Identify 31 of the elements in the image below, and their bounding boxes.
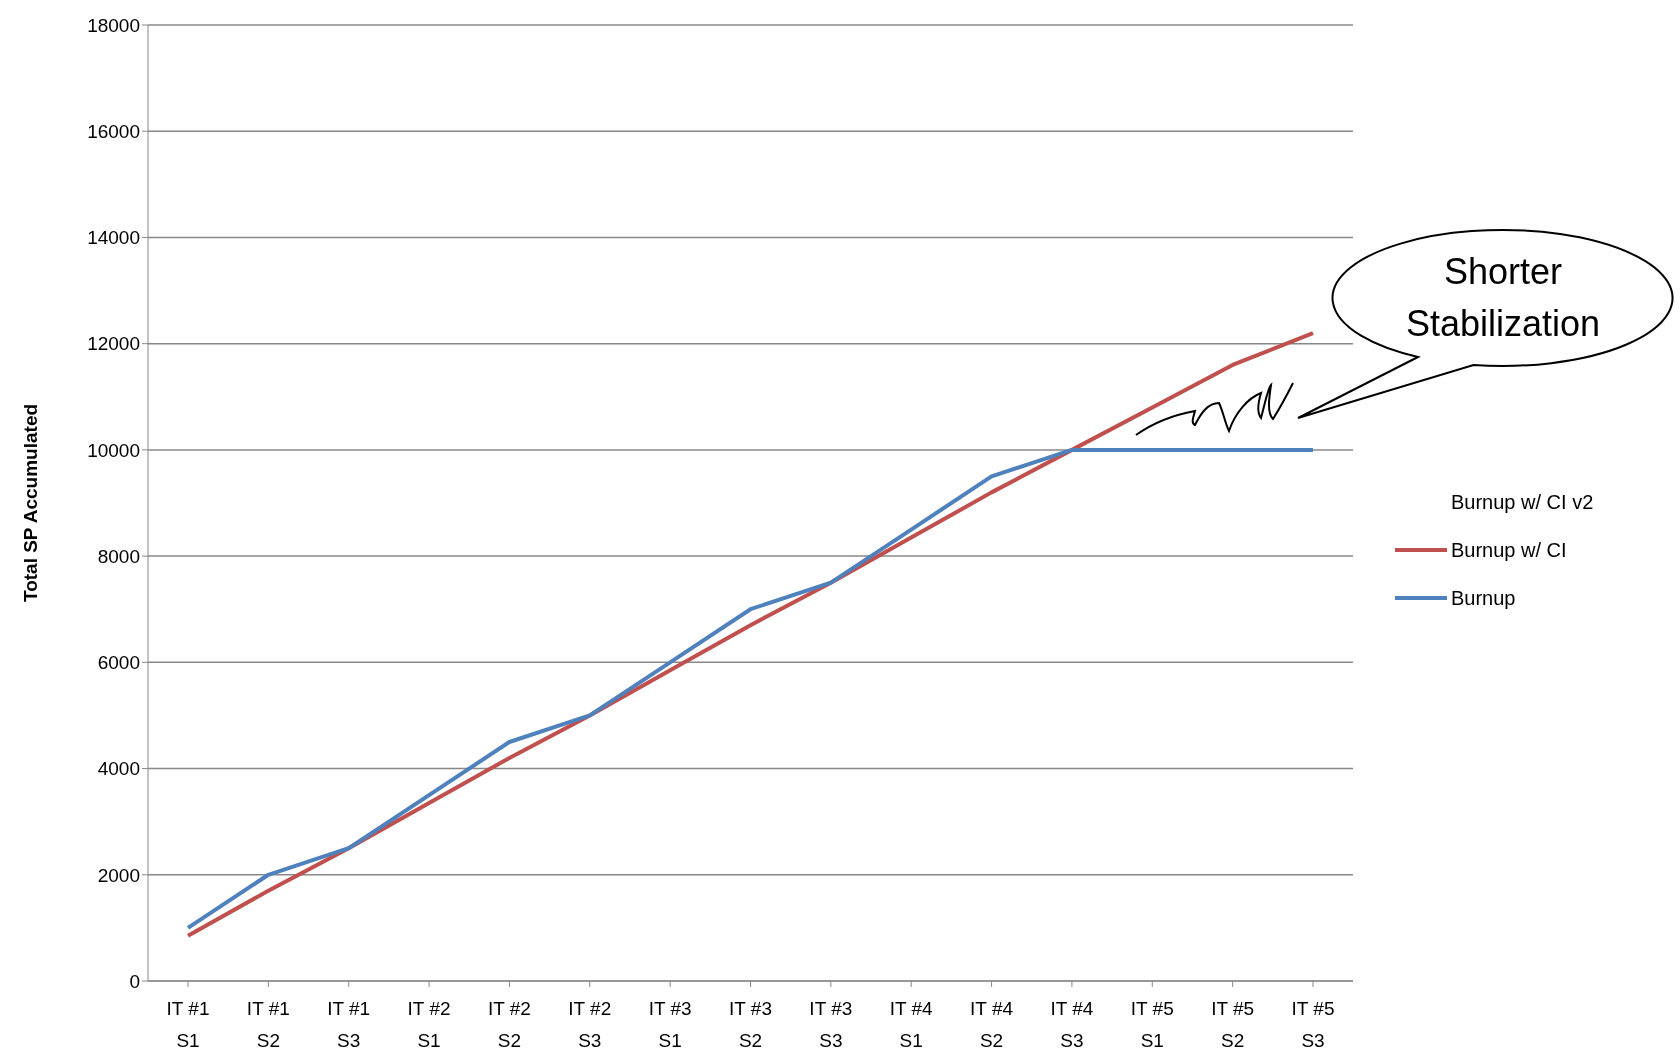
text: Burnup w/ CI v2 <box>1451 490 1594 514</box>
x-tick-label: IT #5 S2 <box>1211 998 1255 1051</box>
x-tick-label: IT #3 S1 <box>648 998 692 1051</box>
legend-label: Burnup <box>1451 586 1516 610</box>
x-tick-label: IT #3 S2 <box>729 998 772 1051</box>
y-tick-label: 0 <box>129 970 140 992</box>
x-tick-label: IT #3 S3 <box>809 998 853 1051</box>
text: Shorter Stabilization <box>1404 250 1602 346</box>
y-tick-label: 8000 <box>97 545 140 567</box>
y-axis-title: Total SP Accumulated <box>19 403 41 603</box>
y-tick-label: 18000 <box>87 14 140 36</box>
x-tick-label: IT #2 S3 <box>568 998 612 1051</box>
y-tick-label: 6000 <box>97 652 140 674</box>
x-tick-label: IT #5 S1 <box>1130 998 1174 1051</box>
y-tick-label: 12000 <box>87 333 140 355</box>
y-tick-label: 4000 <box>97 758 140 780</box>
y-tick-label: 16000 <box>87 120 140 142</box>
legend-label: Burnup w/ CI <box>1451 538 1567 562</box>
y-tick-label: 10000 <box>87 439 140 461</box>
x-tick-label: IT #1 S2 <box>246 998 290 1051</box>
y-tick-label: 14000 <box>87 227 140 249</box>
x-tick-label: IT #2 S1 <box>407 998 451 1051</box>
line-series <box>186 447 1315 930</box>
x-tick-label: IT #4 S1 <box>889 998 934 1051</box>
y-tick-label: 2000 <box>97 864 140 886</box>
x-tick-label: IT #2 S2 <box>487 998 531 1051</box>
x-tick-label: IT #4 S2 <box>970 998 1014 1051</box>
x-tick-label: IT #1 S3 <box>327 998 371 1051</box>
x-tick-label: IT #5 S3 <box>1291 998 1335 1051</box>
x-tick-label: IT #1 S1 <box>166 998 210 1051</box>
x-tick-label: IT #4 S3 <box>1050 998 1094 1051</box>
